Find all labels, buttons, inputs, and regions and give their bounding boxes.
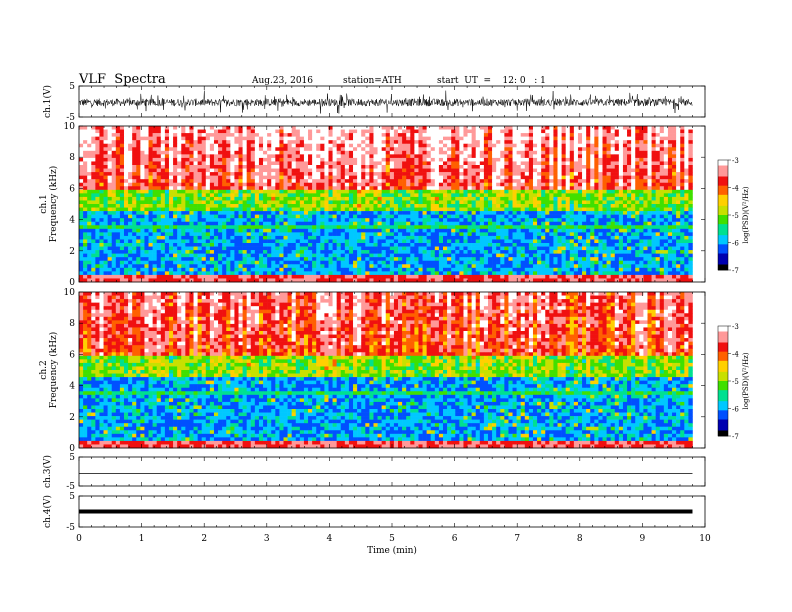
ch4-waveform-frame-ticks (78, 496, 706, 527)
ch2-spectrogram-colorbar-label: log(PSD)(V²/Hz) (742, 352, 750, 409)
colorbar-tick-label: -7 (732, 267, 739, 275)
ch2-spectrogram-colorbar: -3 -4 -5 -6 -7 (717, 323, 739, 441)
y-tick-label: 5 (69, 453, 75, 463)
colorbar-tick-label: -6 (732, 240, 739, 248)
ch1-waveform-line (78, 90, 693, 114)
x-tick-label: 4 (327, 534, 333, 544)
axis-label: ch.3(V) (42, 455, 53, 488)
x-tick-label: 8 (577, 534, 583, 544)
y-tick-label: 4 (69, 382, 75, 392)
colorbar-tick-label: -3 (732, 323, 739, 331)
ch1-spectrogram-colorbar: -3 -4 -5 -6 -7 (717, 157, 739, 275)
colorbar-tick-label: -5 (732, 378, 739, 386)
x-tick-label: 9 (640, 534, 646, 544)
x-tick-label: 1 (139, 534, 145, 544)
colorbar-label: log(PSD)(V²/Hz) (742, 352, 750, 409)
colorbar-tick-label: -5 (732, 212, 739, 220)
x-tick-label: 5 (389, 534, 395, 544)
colorbar-tick-label: -3 (732, 157, 739, 165)
colorbar-tick-label: -4 (732, 351, 739, 359)
ch1-waveform-y-ticks: 5 -5 (66, 82, 705, 123)
y-tick-label: 5 (69, 82, 75, 92)
x-tick-label: 10 (699, 534, 711, 544)
colorbar-tick-label: -4 (732, 185, 739, 193)
axis-label: ch.1(V) (42, 85, 53, 118)
station-label: station=ATH (343, 76, 402, 86)
colorbar-tick-label: -6 (732, 406, 739, 414)
axis-label: ch.1 (39, 194, 49, 213)
y-tick-label: 2 (69, 413, 75, 423)
y-tick-label: -5 (66, 113, 75, 123)
y-tick-label: 6 (69, 184, 75, 194)
ch3-waveform-frame-ticks (78, 457, 706, 486)
x-tick-label: 3 (264, 534, 270, 544)
axis-label: Frequency (kHz) (48, 166, 59, 243)
ch1-waveform-frame-ticks (78, 86, 706, 117)
y-tick-label: -5 (66, 523, 75, 533)
y-tick-label: 5 (69, 492, 75, 502)
time-axis-tick-labels: 0 1 2 3 4 5 6 7 8 9 10 (76, 534, 711, 544)
ch2-spectrogram-ylabel: ch.2 Frequency (kHz) (39, 332, 59, 409)
x-tick-label: 6 (452, 534, 458, 544)
axis-label: ch.2 (39, 360, 49, 379)
x-tick-label: 0 (76, 534, 82, 544)
y-tick-label: 0 (69, 278, 75, 288)
ch3-waveform-frame (78, 456, 706, 487)
ch1-spectrogram-colorbar-label: log(PSD)(V²/Hz) (742, 186, 750, 243)
y-tick-label: 8 (69, 319, 75, 329)
time-axis-label: Time (min) (367, 545, 417, 556)
ch1-spectrogram-frame-ticks (78, 126, 706, 282)
colorbar-tick-label: -7 (732, 433, 739, 441)
y-tick-label: 6 (69, 350, 75, 360)
ch3-waveform-y-ticks: 5 -5 (66, 453, 705, 492)
ch2-spectrogram-heatmap (79, 292, 693, 449)
axis-label: Frequency (kHz) (48, 332, 59, 409)
chart-title: VLF Spectra (79, 72, 166, 87)
ch2-spectrogram-frame-ticks (78, 292, 706, 448)
ch1-waveform-ylabel: ch.1(V) (42, 85, 53, 118)
ch4-waveform-band (79, 509, 693, 514)
date-label: Aug.23, 2016 (252, 76, 313, 86)
y-tick-label: 10 (64, 122, 76, 132)
colorbar-label: log(PSD)(V²/Hz) (742, 186, 750, 243)
y-tick-label: 2 (69, 247, 75, 257)
ch2-spectrogram-y-ticks: 0 2 4 6 8 10 (64, 288, 705, 454)
ch3-waveform-ylabel: ch.3(V) (42, 455, 53, 488)
x-tick-label: 2 (201, 534, 207, 544)
y-tick-label: -5 (66, 482, 75, 492)
y-tick-label: 0 (69, 444, 75, 454)
ch1-spectrogram-ylabel: ch.1 Frequency (kHz) (39, 166, 59, 243)
y-tick-label: 10 (64, 288, 76, 298)
ch1-spectrogram-y-ticks: 0 2 4 6 8 10 (64, 122, 705, 288)
y-tick-label: 4 (69, 216, 75, 226)
ch1-spectrogram-heatmap (79, 126, 693, 283)
ch4-waveform-ylabel: ch.4(V) (42, 495, 53, 528)
ch4-waveform-y-ticks: 5 -5 (66, 492, 705, 533)
x-tick-label: 7 (514, 534, 520, 544)
y-tick-label: 8 (69, 153, 75, 163)
axis-label: ch.4(V) (42, 495, 53, 528)
start-time-label: start UT = 12: 0 : 1 (437, 76, 546, 86)
